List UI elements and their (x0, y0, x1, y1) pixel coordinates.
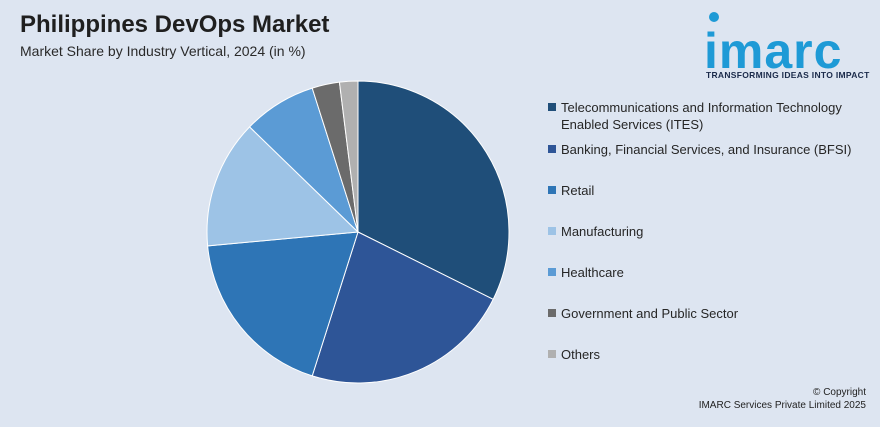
legend-swatch (548, 309, 556, 317)
legend-swatch (548, 186, 556, 194)
legend-label: Retail (561, 183, 595, 198)
legend-swatch (548, 145, 556, 153)
legend-label: Telecommunications and Information Techn… (561, 100, 842, 132)
legend-item: Banking, Financial Services, and Insuran… (548, 141, 868, 158)
chart-title: Philippines DevOps Market (20, 11, 330, 38)
copyright-line-2: IMARC Services Private Limited 2025 (698, 400, 866, 411)
copyright-notice: © Copyright IMARC Services Private Limit… (699, 386, 866, 412)
legend-swatch (548, 350, 556, 358)
legend-label: Others (561, 347, 601, 362)
logo-dot-icon (709, 12, 719, 22)
logo-tagline: TRANSFORMING IDEAS INTO IMPACT (706, 70, 870, 80)
logo-wordmark: imarc (704, 23, 843, 79)
pie-slice-2 (207, 231, 359, 377)
copyright-line-1: © Copyright (813, 387, 866, 398)
legend-label: Government and Public Sector (561, 306, 739, 321)
pie-slice-1 (311, 231, 494, 384)
legend-swatch (548, 268, 556, 276)
imarc-logo: imarc TRANSFORMING IDEAS INTO IMPACT (700, 8, 875, 83)
pie-slice-3 (206, 126, 360, 247)
legend-item: Telecommunications and Information Techn… (548, 99, 868, 133)
legend-item: Retail (548, 182, 868, 199)
legend-item: Manufacturing (548, 223, 868, 240)
legend-label: Healthcare (561, 265, 624, 280)
legend-swatch (548, 227, 556, 235)
legend-label: Banking, Financial Services, and Insuran… (561, 142, 852, 157)
legend-item: Healthcare (548, 264, 868, 281)
legend-label: Manufacturing (561, 224, 644, 239)
legend-swatch (548, 103, 556, 111)
legend-item: Government and Public Sector (548, 305, 868, 322)
pie-slice-6 (338, 80, 359, 233)
legend-item: Others (548, 346, 868, 363)
chart-subtitle: Market Share by Industry Vertical, 2024 … (20, 43, 306, 59)
pie-slice-0 (357, 80, 510, 300)
